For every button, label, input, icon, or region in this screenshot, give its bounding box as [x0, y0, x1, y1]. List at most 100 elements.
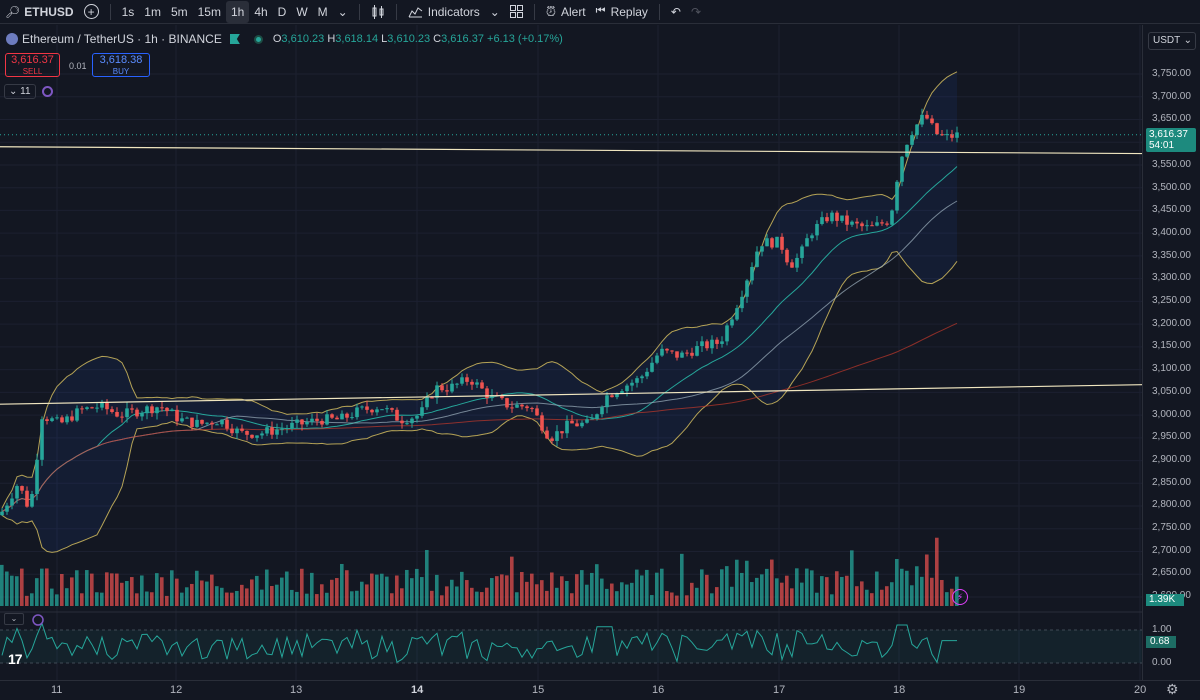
- candle-body: [895, 181, 899, 211]
- alert-button[interactable]: ⏰︎ Alert: [541, 1, 591, 23]
- volume-bar: [630, 582, 634, 606]
- volume-bar: [790, 588, 794, 606]
- trendline[interactable]: [0, 384, 1142, 405]
- volume-bar: [430, 590, 434, 606]
- candle-body: [220, 419, 224, 425]
- candle-body: [755, 251, 759, 267]
- volume-bars: [0, 537, 959, 606]
- candle-body: [870, 225, 874, 227]
- volume-bar: [465, 580, 469, 606]
- candle-body: [720, 341, 724, 344]
- candle-body: [530, 408, 534, 410]
- candle-body: [20, 486, 24, 491]
- candle-body: [135, 409, 139, 417]
- currency-select[interactable]: USDT ⌄: [1148, 32, 1196, 50]
- buy-price: 3,618.38: [99, 54, 143, 66]
- chevron-down-icon: ⌄: [489, 4, 500, 19]
- volume-bar: [450, 579, 454, 606]
- indicators-toggle[interactable]: ⌄ 11: [4, 84, 36, 99]
- volume-bar: [830, 594, 834, 606]
- candle-body: [830, 212, 834, 222]
- lower-band-line: [1, 250, 958, 553]
- timeframe-5m[interactable]: 5m: [170, 4, 188, 19]
- currency-label: USDT: [1153, 35, 1181, 46]
- timeframe-w[interactable]: W: [296, 4, 308, 19]
- candle-body: [925, 114, 929, 119]
- candle-body: [800, 246, 804, 258]
- volume-bar: [120, 582, 124, 606]
- time-tick-label: 14: [411, 684, 424, 696]
- candle-body: [170, 409, 174, 412]
- candle-body: [460, 377, 464, 384]
- compare-button[interactable]: +: [79, 1, 104, 23]
- volume-bar: [135, 593, 139, 606]
- redo-button[interactable]: ↷: [686, 1, 706, 23]
- indicator-settings-icon[interactable]: [42, 86, 53, 97]
- symbol-search[interactable]: 🔎︎ ETHUSD: [0, 1, 79, 23]
- volume-bar: [185, 587, 189, 606]
- price-tick-label: 3,750.00: [1152, 68, 1191, 79]
- timeframe-m[interactable]: M: [317, 4, 328, 19]
- volume-bar: [10, 575, 14, 606]
- volume-bar: [255, 575, 259, 606]
- price-tick-label: 3,100.00: [1152, 363, 1191, 375]
- buy-button[interactable]: 3,618.38 BUY: [92, 53, 150, 77]
- indicators-button[interactable]: Indicators: [403, 1, 485, 23]
- volume-bar: [825, 577, 829, 606]
- volume-bar: [310, 572, 314, 606]
- undo-button[interactable]: ↶: [666, 1, 686, 23]
- sell-button[interactable]: 3,616.37 SELL: [5, 53, 60, 77]
- volume-bar: [685, 595, 689, 606]
- volume-bar: [30, 593, 34, 606]
- timeframe-1s[interactable]: 1s: [121, 4, 135, 19]
- candle-body: [725, 325, 729, 342]
- volume-bar: [640, 575, 644, 606]
- candle-body: [75, 408, 79, 421]
- volume-bar: [145, 591, 149, 606]
- candle-body: [645, 371, 649, 377]
- pane-collapse-button[interactable]: ⌄: [4, 613, 24, 625]
- volume-bar: [865, 589, 869, 606]
- chart-type-button[interactable]: [366, 1, 390, 23]
- price-chart[interactable]: [0, 25, 1142, 680]
- candle-body: [45, 419, 49, 422]
- volume-bar: [265, 569, 269, 606]
- candle-body: [510, 407, 514, 409]
- price-scale[interactable]: [1142, 25, 1200, 680]
- volume-bar: [85, 570, 89, 606]
- volume-bar: [850, 550, 854, 606]
- timeframe-d[interactable]: D: [277, 4, 287, 19]
- candle-body: [190, 417, 194, 427]
- layout-button[interactable]: [505, 1, 528, 23]
- timeframe-1m[interactable]: 1m: [144, 4, 161, 19]
- time-tick-label: 18: [893, 684, 906, 696]
- volume-bar: [730, 586, 734, 606]
- volume-bar: [415, 568, 419, 606]
- timeframe-15m[interactable]: 15m: [197, 4, 221, 19]
- candle-body: [145, 406, 149, 414]
- trendlines[interactable]: [0, 146, 1142, 405]
- replay-button[interactable]: ⏮︎ Replay: [591, 1, 653, 23]
- volume-bar: [775, 578, 779, 606]
- timeframe-dropdown[interactable]: ⌄: [333, 1, 353, 23]
- time-axis[interactable]: 11 12 13 14 15 16 17 18 19 20: [0, 680, 1200, 700]
- candle-body: [55, 417, 59, 419]
- candle-body: [5, 505, 9, 512]
- trendline[interactable]: [0, 146, 1142, 155]
- candle-body: [285, 428, 289, 430]
- price-tick-label: 2,850.00: [1152, 476, 1191, 488]
- candle-body: [835, 212, 839, 221]
- lightning-icon[interactable]: ⚡︎: [952, 589, 968, 605]
- divider: [658, 3, 660, 20]
- timeframe-4h[interactable]: 4h: [254, 4, 268, 19]
- indicator-count: 11: [20, 86, 31, 97]
- candle-body: [950, 134, 954, 138]
- candles-icon: [372, 4, 384, 19]
- divider: [358, 3, 360, 20]
- tradingview-logo[interactable]: 17: [8, 651, 23, 667]
- gear-icon[interactable]: ⚙︎: [1166, 681, 1179, 697]
- low-value: 3,610.23: [387, 33, 431, 45]
- candle-body: [520, 404, 524, 407]
- timeframe-1h[interactable]: 1h: [225, 0, 250, 23]
- indicators-dropdown[interactable]: ⌄: [485, 1, 505, 23]
